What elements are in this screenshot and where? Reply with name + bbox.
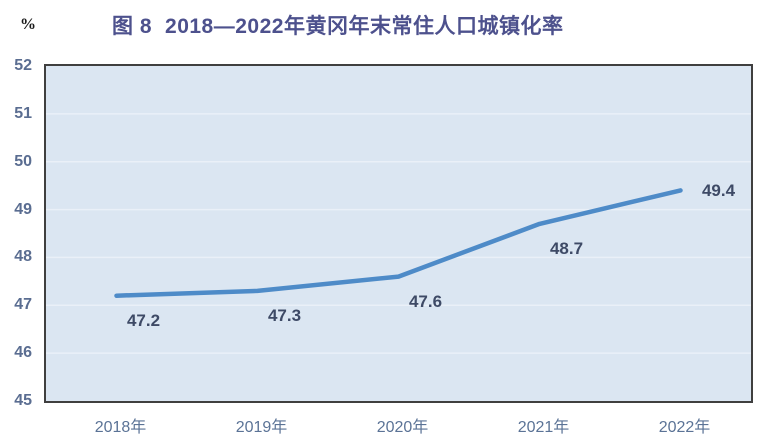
y-tick-label: 49 <box>14 200 32 218</box>
figure-number-label: 图 8 <box>112 15 153 38</box>
series-line <box>114 188 683 298</box>
x-tick-label: 2021年 <box>517 419 570 436</box>
x-tick-label: 2022年 <box>658 419 711 436</box>
y-tick-label: 46 <box>14 344 32 362</box>
plot-area: 47.2 47.3 47.6 48.7 49.4 <box>44 64 753 403</box>
data-label: 47.6 <box>408 291 443 311</box>
data-label: 47.3 <box>267 305 302 325</box>
x-tick-label: 2020年 <box>376 419 429 436</box>
x-axis: 2018年 2019年 2020年 2021年 2022年 <box>44 413 753 439</box>
y-axis-unit-label: % <box>20 16 36 33</box>
x-tick-label: 2019年 <box>235 419 288 436</box>
data-label: 49.4 <box>701 181 736 201</box>
chart-canvas <box>46 113 751 354</box>
y-axis: 45 46 47 48 49 50 51 52 <box>0 57 32 409</box>
data-label: 47.2 <box>126 310 161 330</box>
y-tick-label: 51 <box>14 104 32 122</box>
y-tick-label: 52 <box>14 57 32 74</box>
y-tick-label: 50 <box>14 152 32 170</box>
chart-title: 图 8 2018—2022年黄冈年末常住人口城镇化率 <box>112 10 563 40</box>
x-tick-label: 2018年 <box>94 419 147 436</box>
y-tick-label: 45 <box>14 392 32 409</box>
chart-title-text: 2018—2022年黄冈年末常住人口城镇化率 <box>165 15 564 38</box>
y-tick-label: 47 <box>14 296 32 314</box>
y-tick-label: 48 <box>14 248 32 266</box>
data-label: 48.7 <box>549 238 584 258</box>
